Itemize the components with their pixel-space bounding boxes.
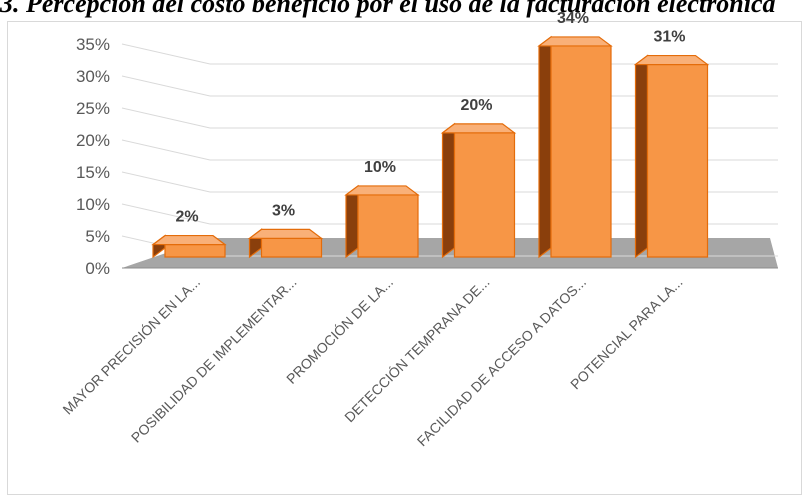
bar-side-face <box>538 35 552 259</box>
bar-front-face <box>646 63 709 258</box>
y-tick-label: 20% <box>76 131 110 150</box>
bar-top-face <box>633 54 710 66</box>
bar-top-face <box>151 234 227 246</box>
bar <box>633 54 710 259</box>
bar-side-face <box>345 184 359 259</box>
data-label: 34% <box>557 10 589 27</box>
data-label: 3% <box>272 202 295 219</box>
data-label: 10% <box>364 159 396 176</box>
bar <box>344 184 420 259</box>
chart-title: 3. Percepción del costo beneficio por el… <box>0 0 776 18</box>
x-tick-label: POTENCIAL PARA LA... <box>567 274 686 393</box>
data-label: 31% <box>653 29 685 46</box>
bar <box>151 234 227 259</box>
bar-front-face <box>357 194 419 258</box>
bar-side-face <box>441 122 456 259</box>
y-tick-label: 30% <box>76 67 110 86</box>
bar-top-face <box>440 123 517 134</box>
y-tick-label: 10% <box>76 195 110 214</box>
bar-top-face <box>247 228 324 239</box>
bar-front-face <box>453 132 516 258</box>
bar <box>440 122 517 259</box>
bars <box>151 35 710 259</box>
bar-front-face <box>260 237 323 258</box>
y-tick-label: 35% <box>76 35 110 54</box>
x-axis: MAYOR PRECISIÓN EN LA...POSIBILIDAD DE I… <box>59 274 685 449</box>
y-tick-label: 15% <box>76 163 110 182</box>
bar-top-face <box>344 185 420 196</box>
y-tick-label: 0% <box>85 259 110 278</box>
bar-top-face <box>537 36 613 47</box>
y-tick-label: 5% <box>85 227 110 246</box>
data-labels: 2% 3% 10% 20% 34% 31% <box>175 10 685 226</box>
y-axis: 0% 5% 10% 15% 20% 25% 30% 35% <box>76 35 110 278</box>
x-tick-label: PROMOCIÓN DE LA... <box>283 274 396 387</box>
bar <box>247 228 324 259</box>
bar-front-face <box>550 45 612 258</box>
bar-side-face <box>634 54 649 259</box>
bar-front-face <box>164 243 226 258</box>
x-tick-label: FACILIDAD DE ACCESO A DATOS... <box>414 274 589 449</box>
y-tick-label: 25% <box>76 99 110 118</box>
bar <box>537 35 613 259</box>
data-label: 20% <box>460 97 492 114</box>
data-label: 2% <box>175 209 198 226</box>
x-tick-label: POSIBILIDAD DE IMPLEMENTAR... <box>128 274 300 446</box>
